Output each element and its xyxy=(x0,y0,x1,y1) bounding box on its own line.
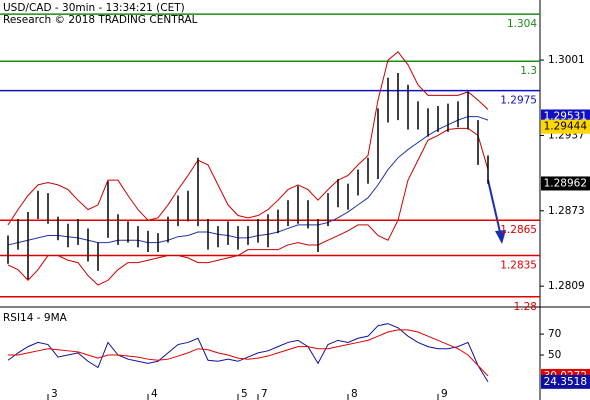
level-label: 1.28 xyxy=(514,301,537,313)
x-tick-label: 8 xyxy=(351,388,358,400)
value-box xyxy=(541,119,590,134)
y-tick-label: 50 xyxy=(548,349,561,361)
level-label: 1.2865 xyxy=(500,224,537,236)
y-tick-label: 1.2873 xyxy=(548,205,585,217)
rsi-title: RSI14 - 9MA xyxy=(3,312,68,324)
y-tick-label: 1.2809 xyxy=(548,280,585,292)
level-label: 1.2835 xyxy=(500,260,537,272)
value-box-label: 1.29531 xyxy=(544,110,587,122)
indicator-line xyxy=(7,127,489,286)
chart-subtitle: Research © 2018 TRADING CENTRAL xyxy=(3,14,198,26)
value-box-label: 1.29444 xyxy=(544,121,588,133)
indicator-line xyxy=(7,51,489,226)
value-box-label: 24.3518 xyxy=(544,376,587,388)
level-label: 1.3 xyxy=(520,65,537,77)
value-box-label: 1.28962 xyxy=(544,177,587,189)
y-tick-label: 1.3001 xyxy=(548,54,585,66)
x-tick-label: 5 xyxy=(241,388,248,400)
forecast-arrow xyxy=(487,179,506,244)
x-tick-label: 4 xyxy=(151,388,158,400)
rsi-line xyxy=(7,323,489,383)
value-box xyxy=(541,374,590,389)
x-tick-label: 9 xyxy=(441,388,448,400)
x-tick-label: 3 xyxy=(51,388,58,400)
value-box xyxy=(541,176,590,191)
level-label: 1.304 xyxy=(507,18,537,30)
chart-title: USD/CAD - 30min - 13:34:21 (CET) xyxy=(3,2,185,14)
x-tick-label: 7 xyxy=(261,388,268,400)
level-label: 1.2975 xyxy=(500,95,537,107)
y-tick-label: 70 xyxy=(548,328,561,340)
rsi-line xyxy=(8,329,489,377)
